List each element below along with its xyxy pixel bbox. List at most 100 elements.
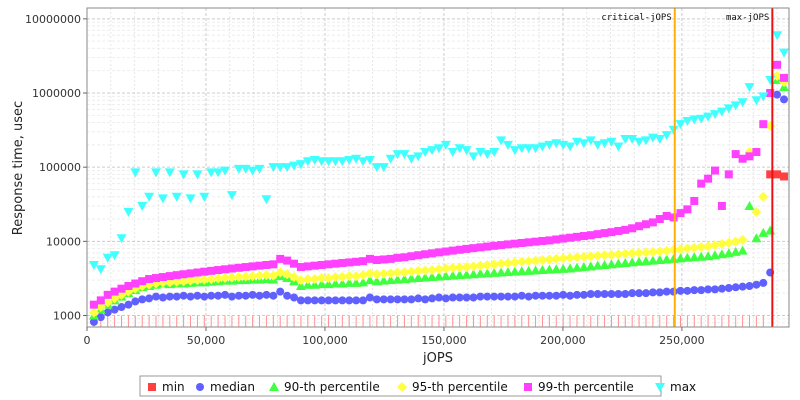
95-th-percentile-point: [364, 268, 375, 279]
median-point: [497, 292, 506, 301]
median-point: [434, 293, 443, 302]
95-th-percentile-point: [309, 274, 320, 285]
x-tick-label: 100,000: [302, 334, 348, 347]
y-tick-label: 100000: [39, 161, 81, 174]
95-th-percentile-point: [537, 255, 548, 266]
median-point: [234, 291, 243, 300]
median-point: [331, 296, 340, 305]
median-point: [193, 291, 202, 300]
99-th-percentile-point: [552, 235, 561, 244]
99-th-percentile-point: [559, 234, 568, 243]
max-point: [772, 31, 783, 41]
max-point: [213, 168, 224, 178]
90-th-percentile-point: [316, 279, 327, 289]
max-point: [530, 144, 541, 154]
max-point: [661, 131, 672, 141]
99-th-percentile-point: [531, 237, 540, 246]
99-th-percentile-point: [517, 238, 526, 247]
95-th-percentile-point: [88, 307, 99, 318]
95-th-percentile-point: [730, 236, 741, 247]
max-point: [192, 170, 203, 180]
90-th-percentile-point: [378, 275, 389, 285]
median-point: [731, 283, 740, 292]
95-th-percentile-point: [226, 272, 237, 283]
legend-label-95-th-percentile: 95-th percentile: [412, 380, 508, 394]
95-th-percentile-point: [275, 267, 286, 278]
max-point: [758, 92, 769, 102]
max-point: [682, 116, 693, 126]
95-th-percentile-point: [254, 270, 265, 281]
90-th-percentile-point: [454, 270, 465, 280]
90-th-percentile-point: [696, 251, 707, 261]
max-jops-label: max-jOPS: [726, 13, 769, 23]
max-point: [544, 140, 555, 150]
99-th-percentile-point: [773, 60, 782, 69]
y-tick-label: 1000: [53, 310, 81, 323]
median-point: [593, 289, 602, 298]
95-th-percentile-point: [399, 267, 410, 278]
99-th-percentile-point: [214, 266, 223, 275]
95-th-percentile-point: [447, 262, 458, 273]
99-th-percentile-point: [752, 148, 761, 157]
90-th-percentile-point: [392, 274, 403, 284]
median-point: [662, 287, 671, 296]
99-th-percentile-point: [379, 255, 388, 264]
max-point: [226, 191, 237, 201]
99-th-percentile-point: [414, 251, 423, 260]
90-th-percentile-point: [337, 278, 348, 288]
99-th-percentile-point: [207, 266, 216, 275]
95-th-percentile-point: [703, 241, 714, 252]
max-point: [289, 161, 300, 171]
90-th-percentile-point: [496, 267, 507, 277]
95-th-percentile-point: [709, 240, 720, 251]
95-th-percentile-point: [109, 293, 120, 304]
99-th-percentile-point: [572, 232, 581, 241]
90-th-percentile-point: [440, 271, 451, 281]
99-th-percentile-point: [145, 275, 154, 284]
99-th-percentile-point: [641, 220, 650, 229]
95-th-percentile-point: [668, 245, 679, 256]
90-th-percentile-point: [689, 252, 700, 262]
90-th-percentile-point: [751, 233, 762, 243]
x-tick-label: 0: [84, 334, 91, 347]
max-point: [516, 144, 527, 154]
max-point: [144, 192, 155, 202]
max-point: [696, 114, 707, 124]
max-point: [261, 195, 272, 205]
95-th-percentile-point: [516, 256, 527, 267]
99-th-percentile-point: [607, 228, 616, 237]
90-th-percentile-point: [364, 275, 375, 285]
90-th-percentile-point: [592, 260, 603, 270]
90-th-percentile-point: [344, 277, 355, 287]
95-th-percentile-point: [654, 246, 665, 257]
95-th-percentile-point: [433, 264, 444, 275]
99-th-percentile-point: [600, 229, 609, 238]
99-th-percentile-point: [731, 150, 740, 159]
95-th-percentile-point: [385, 268, 396, 279]
99-th-percentile-point: [234, 263, 243, 272]
median-point: [552, 291, 561, 300]
99-th-percentile-point: [662, 211, 671, 220]
max-point: [675, 120, 686, 130]
median-point: [676, 286, 685, 295]
median-point: [607, 289, 616, 298]
90-th-percentile-point: [351, 277, 362, 287]
90-th-percentile-point: [682, 252, 693, 262]
99-th-percentile-point: [89, 300, 98, 309]
95-th-percentile-point: [454, 262, 465, 273]
90-th-percentile-point: [606, 259, 617, 269]
99-th-percentile-point: [628, 224, 637, 233]
99-th-percentile-point: [683, 205, 692, 214]
99-th-percentile-point: [124, 281, 133, 290]
95-th-percentile-point: [627, 248, 638, 259]
max-point: [433, 144, 444, 154]
legend-label-min: min: [162, 380, 185, 394]
max-point: [233, 164, 244, 174]
median-point: [207, 291, 216, 300]
median-point: [469, 293, 478, 302]
95-th-percentile-point: [585, 251, 596, 262]
max-point: [102, 253, 113, 263]
median-point: [145, 294, 154, 303]
median-point: [462, 293, 471, 302]
y-axis-title: Response time, usec: [11, 101, 26, 235]
